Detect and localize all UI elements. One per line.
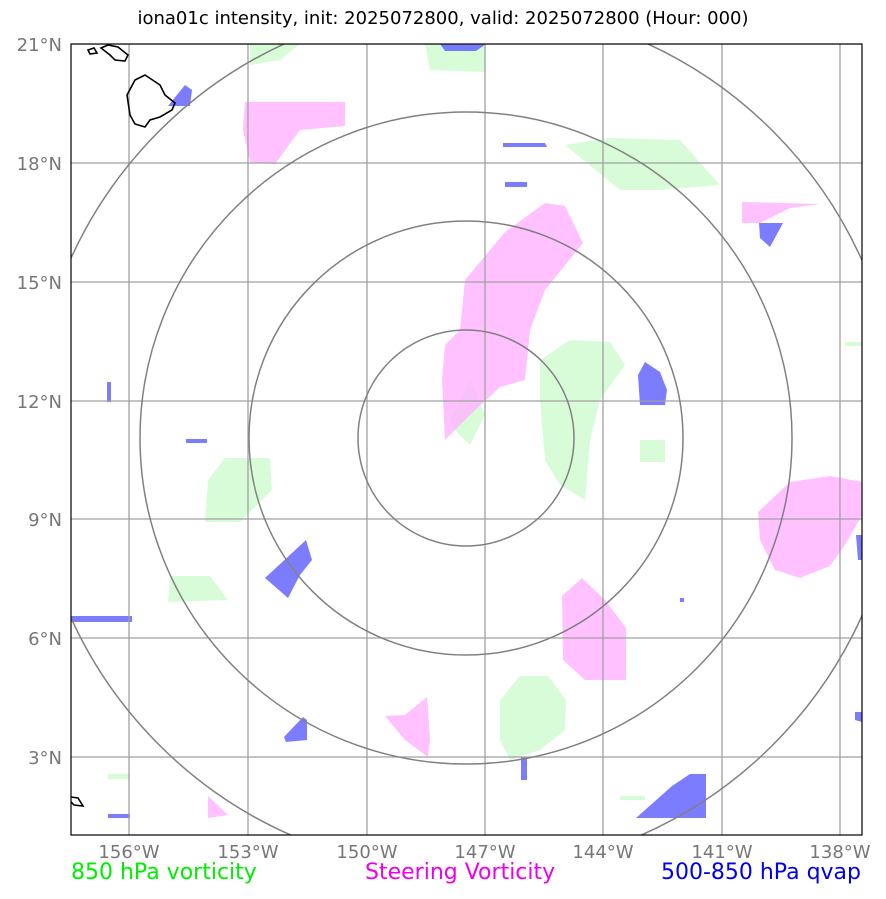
- steering-vorticity-contour: [742, 202, 820, 223]
- qvap-layer: [71, 44, 862, 818]
- qvap-contour: [636, 774, 706, 818]
- coastline-maui: [99, 44, 130, 62]
- qvap-contour: [856, 535, 862, 560]
- lon-tick-label: 138°W: [809, 842, 870, 863]
- vorticity-850-contour: [540, 340, 625, 500]
- qvap-contour: [284, 717, 307, 742]
- vorticity-850-contour: [845, 342, 862, 346]
- lon-tick-label: 144°W: [572, 842, 633, 863]
- qvap-contour: [521, 757, 527, 780]
- vorticity-850-contour: [640, 440, 665, 462]
- qvap-contour: [108, 814, 130, 818]
- qvap-contour: [680, 598, 684, 602]
- lat-tick-label: 18°N: [17, 154, 62, 175]
- lat-tick-label: 9°N: [28, 510, 62, 531]
- vorticity-850-contour: [108, 774, 130, 779]
- lat-tick-label: 3°N: [28, 748, 62, 769]
- lon-tick-label: 153°W: [217, 842, 278, 863]
- qvap-contour: [265, 540, 312, 598]
- coastline-kahoolawe: [86, 47, 99, 55]
- coastline-big-island: [126, 74, 176, 128]
- vorticity-850-contour: [620, 796, 645, 800]
- lat-tick-labels: 21°N 18°N 15°N 12°N 9°N 6°N 3°N: [17, 35, 62, 769]
- coastlines: [71, 44, 176, 807]
- qvap-contour: [503, 143, 547, 147]
- lon-tick-labels: 156°W 153°W 150°W 147°W 144°W 141°W 138°…: [98, 842, 870, 863]
- vorticity-850-contour: [205, 458, 272, 522]
- steering-vorticity-contour: [758, 476, 862, 578]
- legend-vorticity-850: 850 hPa vorticity: [71, 860, 257, 885]
- qvap-contour: [505, 182, 527, 187]
- range-ring-4: [71, 44, 862, 835]
- range-ring-1: [357, 329, 575, 547]
- map-title: iona01c intensity, init: 2025072800, val…: [137, 8, 749, 29]
- vorticity-850-contour: [250, 44, 300, 65]
- range-rings: [71, 44, 862, 835]
- steering-vorticity-contour: [442, 203, 583, 440]
- vorticity-850-contour: [500, 676, 566, 760]
- steering-vorticity-layer: [208, 102, 862, 818]
- qvap-contour: [71, 616, 132, 622]
- steering-vorticity-contour: [562, 578, 626, 680]
- lat-tick-label: 6°N: [28, 629, 62, 650]
- graticule: [71, 44, 862, 835]
- lat-tick-label: 12°N: [17, 392, 62, 413]
- legend-steering-vorticity: Steering Vorticity: [365, 860, 556, 885]
- qvap-contour: [855, 712, 862, 722]
- steering-vorticity-contour: [385, 697, 430, 757]
- steering-vorticity-contour: [208, 796, 228, 818]
- range-ring-3: [139, 111, 793, 765]
- map-plot-area: [71, 44, 862, 835]
- lon-tick-label: 147°W: [454, 842, 515, 863]
- vorticity-850-layer: [108, 44, 862, 800]
- qvap-contour: [638, 362, 667, 405]
- plot-frame: [70, 43, 863, 836]
- lat-tick-label: 15°N: [17, 273, 62, 294]
- lon-tick-label: 156°W: [98, 842, 159, 863]
- lon-tick-label: 141°W: [691, 842, 752, 863]
- lat-tick-label: 21°N: [17, 35, 62, 56]
- legend-qvap: 500-850 hPa qvap: [660, 860, 861, 885]
- range-ring-2: [248, 220, 684, 656]
- coastline-southwest-islet: [71, 796, 85, 807]
- steering-vorticity-contour: [243, 102, 345, 164]
- vorticity-850-contour: [168, 576, 228, 602]
- qvap-contour: [759, 223, 783, 247]
- qvap-contour: [168, 85, 192, 106]
- qvap-contour: [440, 44, 486, 51]
- qvap-contour: [107, 382, 111, 402]
- qvap-contour: [186, 439, 207, 443]
- lon-tick-label: 150°W: [336, 842, 397, 863]
